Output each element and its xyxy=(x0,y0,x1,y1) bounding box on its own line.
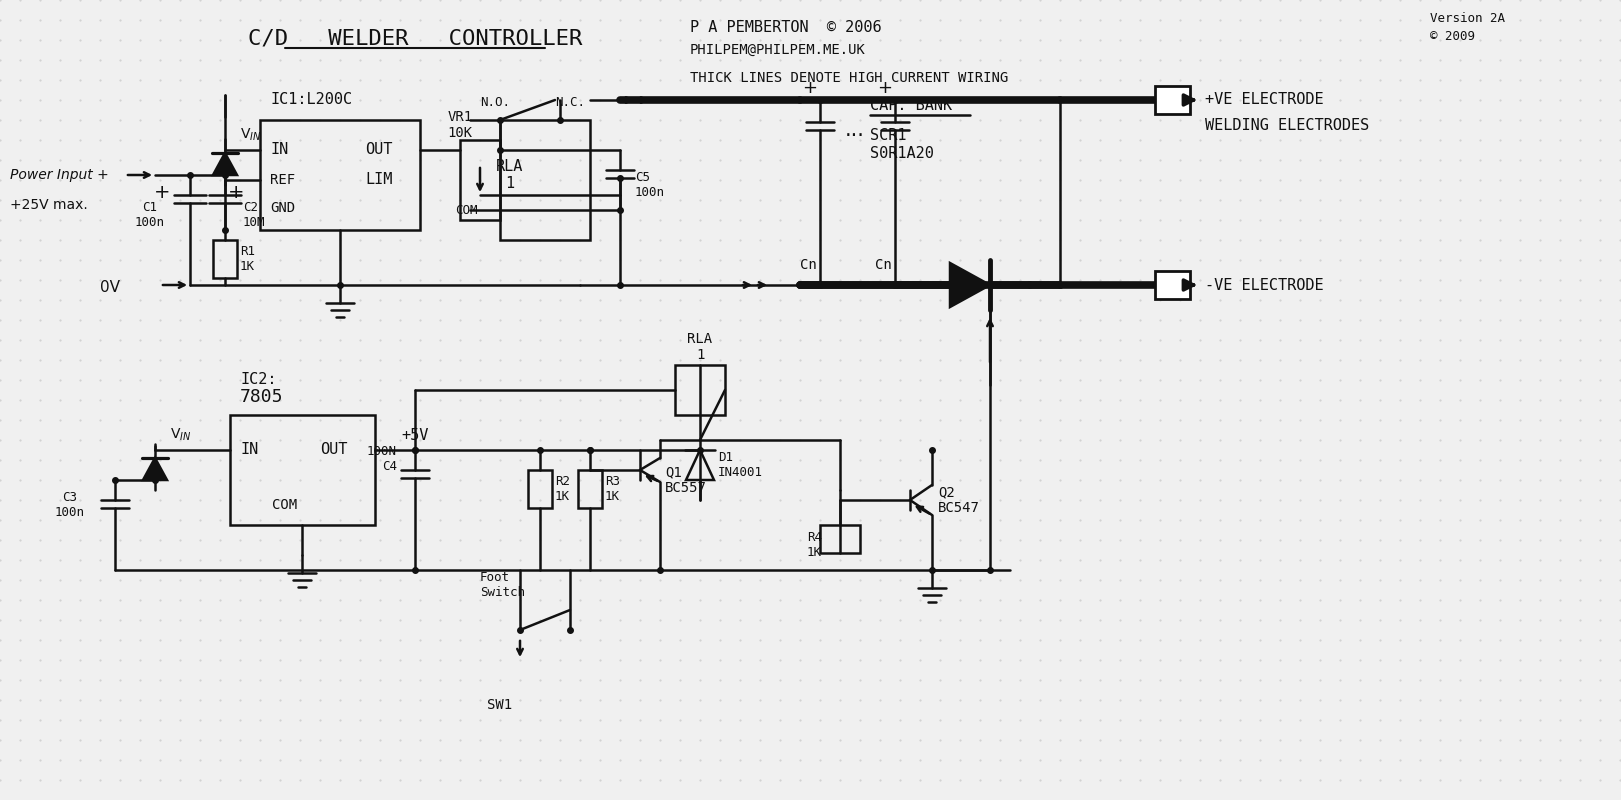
Text: IC2:: IC2: xyxy=(240,373,277,387)
Text: +: + xyxy=(229,183,245,202)
Bar xyxy=(820,525,861,553)
Text: IN: IN xyxy=(271,142,289,158)
Text: Q1
BC557: Q1 BC557 xyxy=(665,465,707,495)
Text: 0V: 0V xyxy=(101,279,120,294)
Text: V$_{IN}$: V$_{IN}$ xyxy=(170,427,191,443)
Text: PHILPEM@PHILPEM.ME.UK: PHILPEM@PHILPEM.ME.UK xyxy=(691,43,866,57)
Text: ...: ... xyxy=(845,120,866,140)
Text: S0R1A20: S0R1A20 xyxy=(870,146,934,161)
Text: P A PEMBERTON  © 2006: P A PEMBERTON © 2006 xyxy=(691,21,882,35)
Text: +: + xyxy=(802,79,817,97)
Text: C5
100n: C5 100n xyxy=(635,171,665,199)
Polygon shape xyxy=(143,458,167,480)
Text: COM: COM xyxy=(456,203,478,217)
Text: CAP. BANK: CAP. BANK xyxy=(870,98,952,113)
Text: WELDING ELECTRODES: WELDING ELECTRODES xyxy=(1204,118,1370,133)
Text: IC1:L200C: IC1:L200C xyxy=(271,93,352,107)
Text: R3
1K: R3 1K xyxy=(605,475,619,503)
Text: © 2009: © 2009 xyxy=(1430,30,1475,42)
Text: VR1
10K: VR1 10K xyxy=(447,110,473,140)
Bar xyxy=(230,415,374,525)
Text: Power Input +: Power Input + xyxy=(10,168,109,182)
Text: Cn: Cn xyxy=(801,258,817,272)
Text: +5V: +5V xyxy=(402,427,428,442)
Text: +VE ELECTRODE: +VE ELECTRODE xyxy=(1204,93,1324,107)
Bar xyxy=(579,470,601,508)
Text: R2
1K: R2 1K xyxy=(554,475,571,503)
Text: +: + xyxy=(154,183,170,202)
Polygon shape xyxy=(950,263,990,307)
Text: 7805: 7805 xyxy=(240,388,284,406)
Text: +: + xyxy=(877,79,892,97)
Bar xyxy=(1156,86,1190,114)
Text: Cn: Cn xyxy=(875,258,892,272)
Text: C3
100n: C3 100n xyxy=(55,491,84,519)
Bar xyxy=(259,120,420,230)
Text: SW1: SW1 xyxy=(488,698,512,712)
Text: Version 2A: Version 2A xyxy=(1430,11,1504,25)
Bar xyxy=(212,240,237,278)
Bar xyxy=(1156,271,1190,299)
Bar xyxy=(528,470,553,508)
Bar xyxy=(674,365,725,415)
Bar xyxy=(460,140,499,220)
Text: RLA
1: RLA 1 xyxy=(496,158,524,191)
Bar xyxy=(499,120,590,240)
Text: N.O.: N.O. xyxy=(480,95,511,109)
Text: C2
10M: C2 10M xyxy=(243,201,266,229)
Text: C1
100n: C1 100n xyxy=(135,201,165,229)
Text: SCR1: SCR1 xyxy=(870,127,906,142)
Text: +25V max.: +25V max. xyxy=(10,198,88,212)
Text: 100N
C4: 100N C4 xyxy=(366,445,397,473)
Text: RLA
1: RLA 1 xyxy=(687,332,713,362)
Text: D1
IN4001: D1 IN4001 xyxy=(718,451,763,479)
Text: R4
1K: R4 1K xyxy=(807,531,822,559)
Text: COM: COM xyxy=(272,498,298,512)
Text: N.C.: N.C. xyxy=(554,95,585,109)
Text: -VE ELECTRODE: -VE ELECTRODE xyxy=(1204,278,1324,293)
Text: REF: REF xyxy=(271,173,295,187)
Text: LIM: LIM xyxy=(365,173,392,187)
Text: Foot
Switch: Foot Switch xyxy=(480,571,525,599)
Text: Q2
BC547: Q2 BC547 xyxy=(939,485,979,515)
Polygon shape xyxy=(212,153,237,175)
Text: OUT: OUT xyxy=(365,142,392,158)
Text: OUT: OUT xyxy=(319,442,347,458)
Text: GND: GND xyxy=(271,201,295,215)
Text: V$_{IN}$: V$_{IN}$ xyxy=(240,126,261,143)
Text: IN: IN xyxy=(240,442,258,458)
Text: THICK LINES DENOTE HIGH CURRENT WIRING: THICK LINES DENOTE HIGH CURRENT WIRING xyxy=(691,71,1008,85)
Text: R1
1K: R1 1K xyxy=(240,245,254,273)
Text: C/D   WELDER   CONTROLLER: C/D WELDER CONTROLLER xyxy=(248,28,582,48)
